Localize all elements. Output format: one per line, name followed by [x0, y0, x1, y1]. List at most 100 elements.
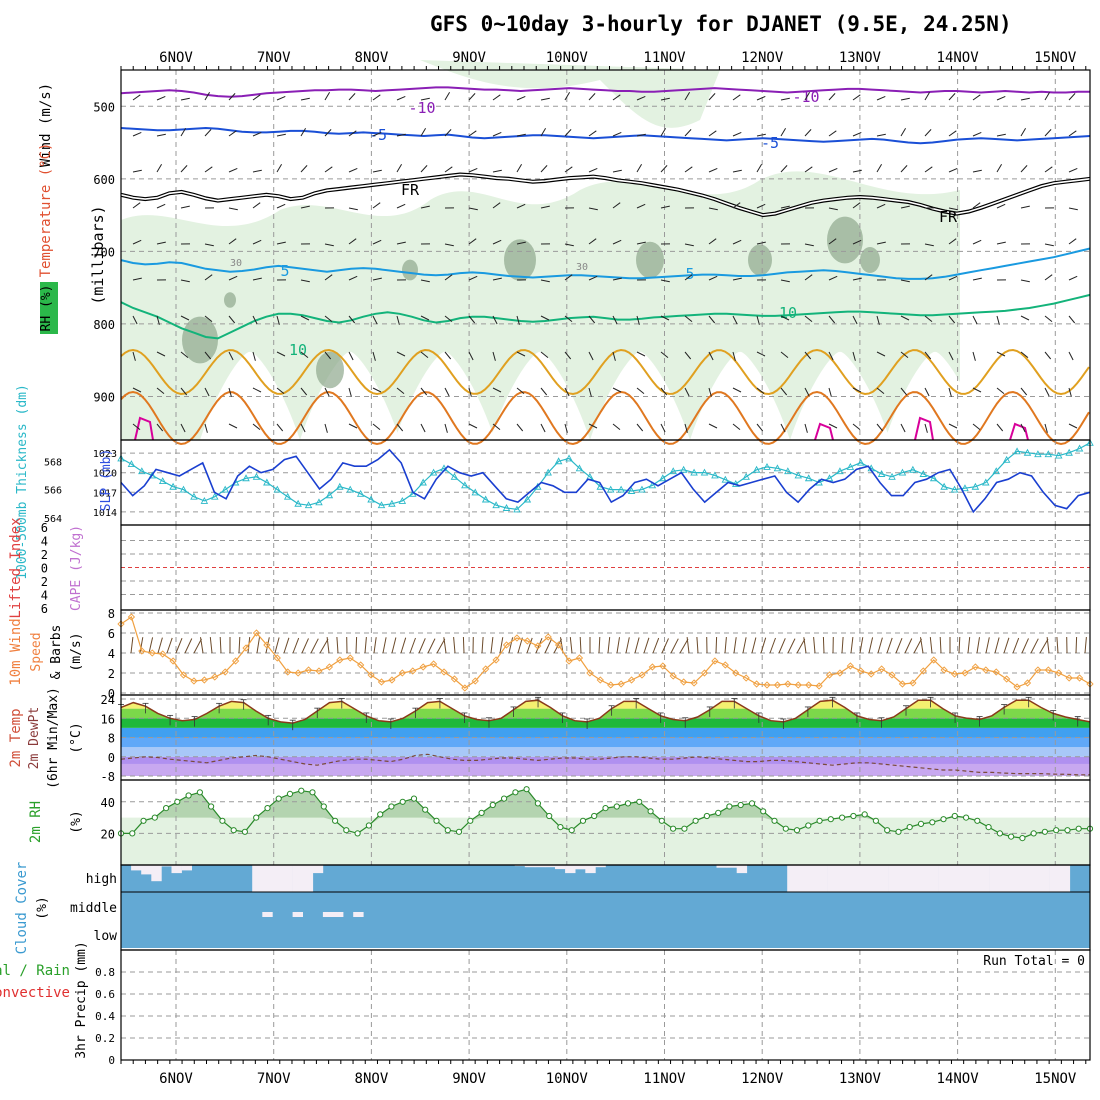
surface-wind-barb [787, 638, 796, 654]
wind-barb [300, 351, 309, 358]
wind-barb [924, 423, 928, 433]
wind-barb [780, 279, 790, 283]
wind-barb [444, 423, 448, 433]
thickness-point [127, 460, 136, 468]
surface-wind-barb [148, 637, 154, 654]
rh-point [963, 814, 970, 821]
thickness-point [982, 478, 990, 486]
wind-barb [324, 92, 331, 101]
contour-label: 30 [576, 262, 588, 273]
wind-barb [324, 274, 333, 281]
wind-barb [948, 315, 956, 324]
bottom-day-label: 7NOV [257, 1071, 291, 1087]
wind-barb [1044, 351, 1052, 360]
wind-barb [804, 351, 812, 360]
surface-wind-barb [336, 636, 339, 654]
rh-point [805, 822, 812, 829]
wind-barb [876, 203, 886, 209]
cloud-high-clear [272, 865, 283, 892]
wind-barb [348, 351, 354, 361]
wind-barb [828, 93, 836, 101]
axis-label-temperature: Temperature (°C) [38, 143, 54, 278]
wind-barb [1068, 130, 1077, 137]
surface-wind-barb [436, 638, 446, 654]
cloud-high-clear [252, 865, 263, 892]
thickness-point [513, 505, 521, 513]
surface-wind-barb [310, 638, 319, 654]
wind-barb [780, 97, 790, 101]
wind-barb [996, 387, 1005, 394]
wind-barb [276, 387, 285, 394]
wind-barb [780, 351, 789, 358]
rh-point [241, 828, 248, 835]
rh-point [861, 811, 868, 818]
dry-trough [885, 351, 985, 440]
wind-barb [876, 423, 884, 432]
thickness-point [617, 485, 625, 493]
temp-tick-label: -8 [101, 770, 115, 784]
thickness-point [158, 477, 167, 485]
cloud-high-clear [534, 865, 546, 868]
wind-barb [132, 131, 142, 137]
wind-barb [732, 94, 741, 101]
wind-barb [732, 202, 741, 209]
rh-point [1064, 827, 1071, 834]
rh-point [591, 812, 598, 820]
wind-barb [852, 131, 862, 137]
wind-barb [300, 205, 310, 209]
thickness-point [836, 467, 844, 475]
cloud-high-clear [837, 865, 849, 892]
rh-point [613, 803, 620, 810]
cloud-high-clear [857, 865, 869, 892]
thickness-point [138, 467, 146, 475]
thickness-point [544, 468, 552, 476]
wind-barb [828, 130, 837, 137]
surface-wind-barb [1003, 637, 1010, 654]
surface-wind-barb [769, 637, 776, 654]
contour-label: -10 [408, 99, 435, 117]
cloud-high-clear [1029, 865, 1040, 892]
wind-barb [900, 315, 910, 321]
surface-wind-barb [1056, 636, 1059, 654]
wind-barb [540, 165, 548, 173]
precip-tick-label: 0 [108, 1054, 115, 1067]
wind-speed-point [148, 649, 156, 657]
wind-barb [900, 423, 906, 433]
wind-barb [300, 387, 308, 396]
wind-barb [756, 133, 766, 137]
rh-point [208, 803, 215, 810]
isotherm-line [120, 86, 1090, 98]
isotherm-freezing-inner [120, 173, 1091, 216]
thickness-tick-label: 566 [44, 486, 62, 497]
surface-wind-barb [427, 638, 436, 654]
rh-point [399, 798, 406, 805]
wind-speed-point [263, 641, 271, 649]
wind-speed-point [471, 677, 479, 685]
cloud-high-clear [1009, 865, 1020, 892]
thickness-point [950, 485, 959, 493]
wind-speed-point [523, 637, 531, 645]
wind-barb [444, 351, 452, 360]
wind-barb [444, 315, 453, 322]
surface-wind-barb [967, 637, 971, 654]
surface-wind-barb [1084, 637, 1087, 654]
wind-barb [1068, 167, 1078, 173]
wind-barb [132, 169, 142, 173]
wind-barb [804, 315, 813, 322]
thickness-point [346, 485, 354, 493]
rh-shading [121, 60, 1090, 440]
wind-barb [732, 387, 742, 393]
rh-point [388, 803, 395, 810]
wind-barb [396, 387, 405, 394]
bottom-day-label: 14NOV [937, 1071, 980, 1087]
wind-barb [276, 133, 286, 137]
wind-barb [660, 387, 668, 396]
wind-speed-point [888, 671, 896, 679]
axis-label-ms: (m/s) [69, 632, 84, 671]
wind-speed-point [304, 666, 313, 674]
cloud-high-clear [908, 865, 919, 892]
rh-area-low [121, 817, 1090, 865]
surface-wind-barb [219, 636, 222, 654]
surface-wind-barb [877, 637, 883, 654]
wind-barb [516, 203, 526, 209]
